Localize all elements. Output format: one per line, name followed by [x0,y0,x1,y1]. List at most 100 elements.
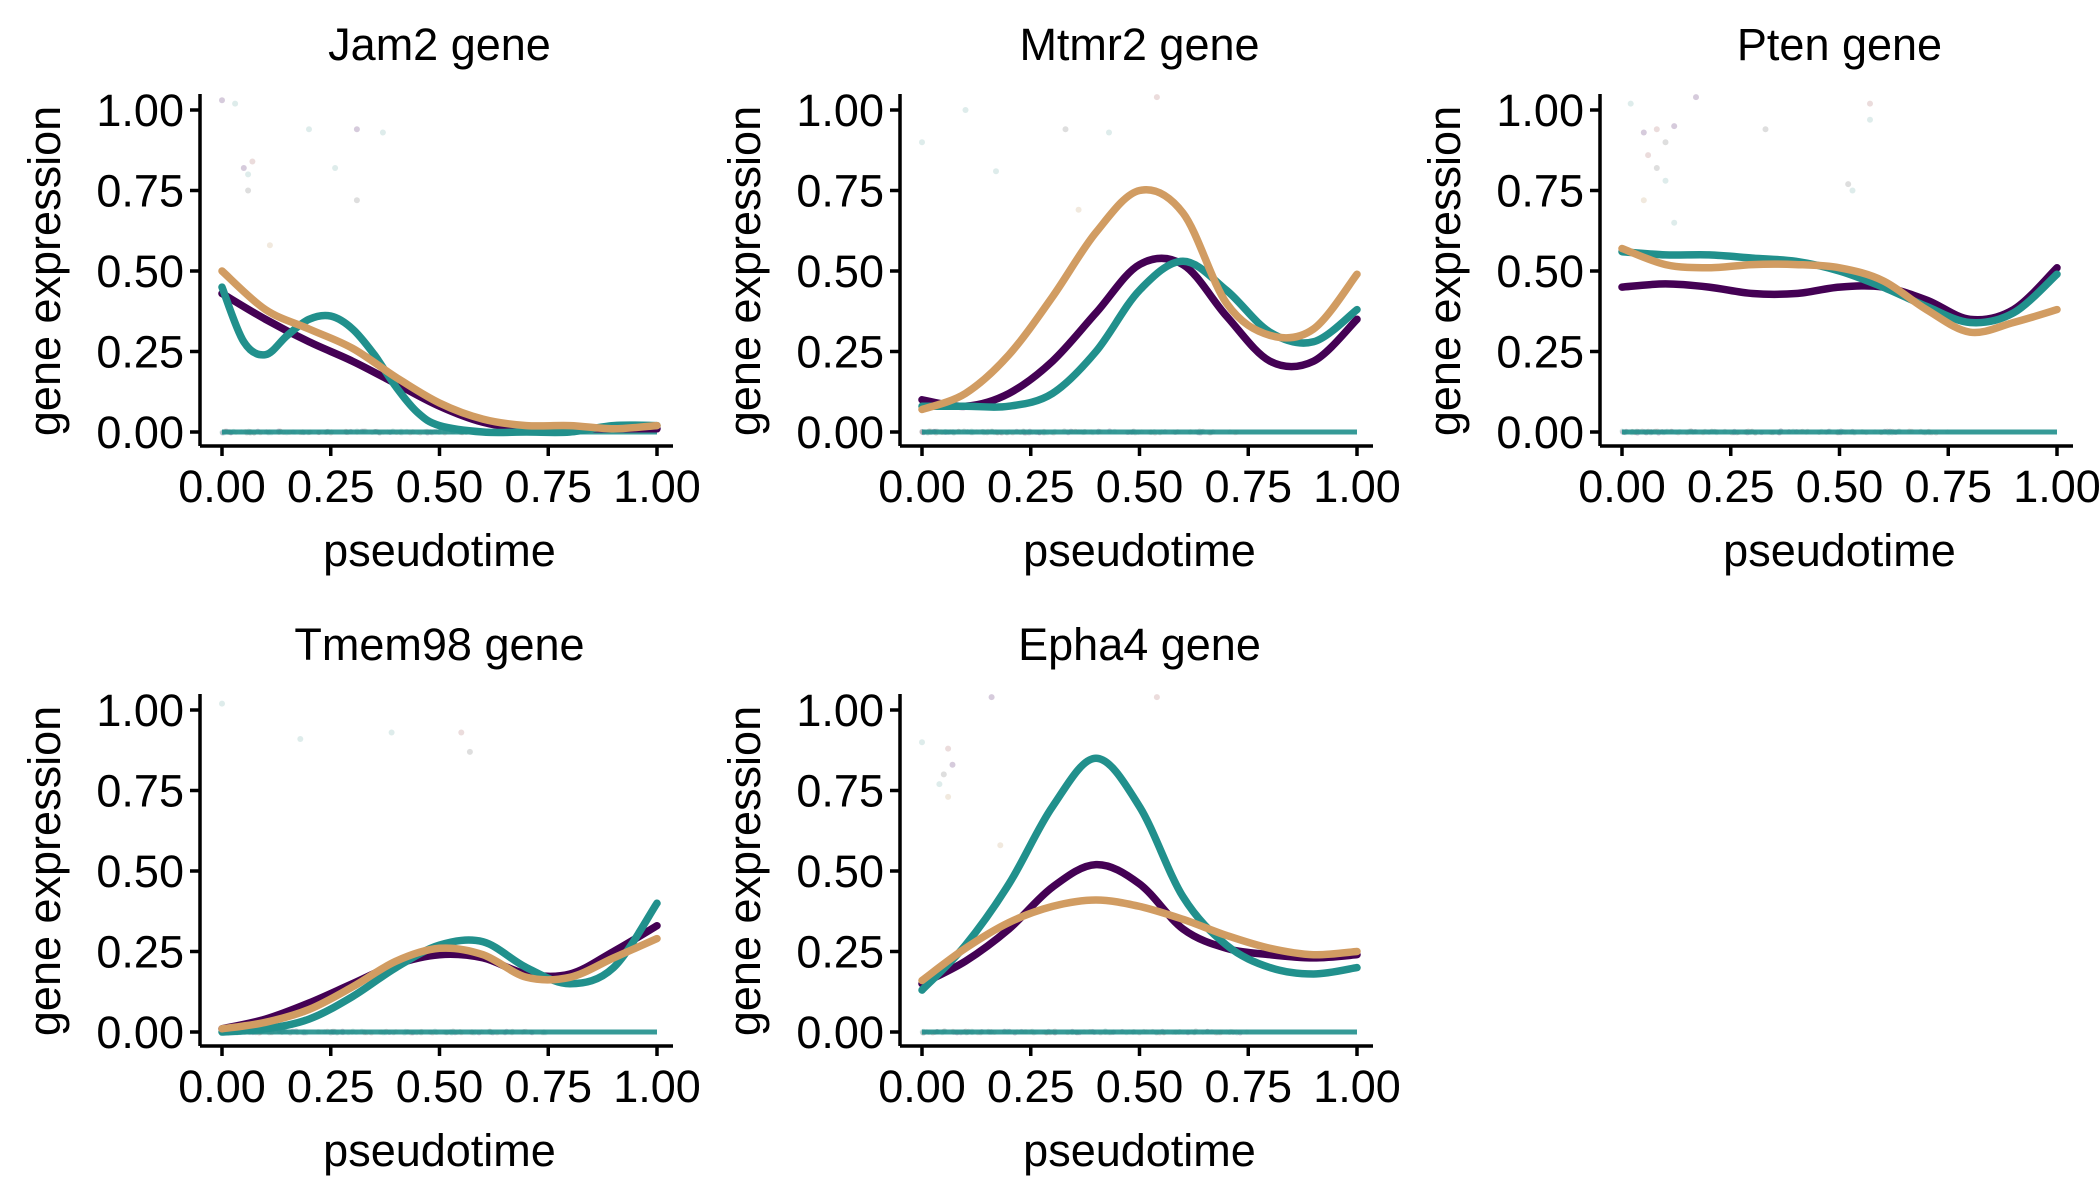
chart-panel: Epha4 gene 0.00 0.25 0.50 0.75 1.00 0.00 0.25 0.… [719,619,1401,1176]
data-point [1075,206,1082,213]
data-point [332,165,339,171]
y-tick-label: 1.00 [96,85,184,136]
series-line [218,267,661,433]
y-axis-title: gene expression [719,106,770,436]
data-point [219,97,225,104]
x-tick-label: 0.00 [878,1061,966,1112]
y-tick-label: 0.25 [796,327,884,378]
x-tick-label: 1.00 [613,461,701,512]
data-point [458,729,465,736]
x-tick-label: 0.50 [1796,461,1884,512]
data-point [1153,94,1160,101]
data-point [219,700,225,707]
x-tick-label: 0.00 [1578,461,1666,512]
x-axis-title: pseudotime [323,1125,556,1176]
chart-panel: Mtmr2 gene 0.00 0.25 0.50 0.75 1.00 0.00 0.25 0.… [719,19,1401,576]
data-point [988,694,995,701]
x-axis-title: pseudotime [1023,525,1256,576]
y-tick-label: 0.50 [1496,246,1584,297]
y-tick-label: 1.00 [796,85,884,136]
data-point [1845,181,1852,188]
data-point [993,168,999,175]
y-tick-label: 0.50 [796,246,884,297]
chart-title: Mtmr2 gene [1019,19,1259,70]
x-tick-label: 0.25 [287,1061,375,1112]
x-tick-label: 0.25 [987,1061,1075,1112]
x-tick-label: 0.25 [1687,461,1775,512]
data-point [949,761,956,768]
x-axis-title: pseudotime [1023,1125,1256,1176]
data-point [1645,152,1652,159]
data-point [1867,100,1873,107]
chart-title: Jam2 gene [328,19,551,70]
x-tick-label: 1.00 [1313,461,1401,512]
y-tick-label: 0.25 [96,327,184,378]
data-point [1867,116,1873,123]
data-point [997,842,1004,849]
chart-title: Tmem98 gene [294,619,584,670]
data-point [1640,129,1647,136]
x-tick-label: 0.00 [178,461,266,512]
y-tick-label: 0.50 [96,246,184,297]
chart-panel: Tmem98 gene 0.00 0.25 0.50 0.75 1.00 0.00 0.25 0… [19,619,701,1176]
data-point [388,729,395,736]
chart-panel: Pten gene 0.00 0.25 0.50 0.75 1.00 0.00 0.25 0.5… [1419,19,2100,576]
y-axis-title: gene expression [19,106,70,436]
data-point [379,129,386,136]
data-point [1106,129,1112,136]
x-tick-label: 0.50 [396,1061,484,1112]
x-tick-label: 1.00 [1313,1061,1401,1112]
data-point [1662,139,1669,146]
x-axis-title: pseudotime [323,525,556,576]
y-tick-label: 0.00 [96,407,184,458]
data-point [1693,94,1699,101]
data-point [353,197,360,204]
series-line [218,934,661,1033]
y-axis-title: gene expression [1419,106,1470,436]
data-point [1762,126,1769,133]
data-point [1062,126,1069,133]
data-point [940,771,947,778]
x-tick-label: 0.75 [1204,1061,1292,1112]
data-point [945,745,952,752]
y-tick-label: 0.25 [96,927,184,978]
y-tick-label: 0.50 [96,846,184,897]
x-axis-title: pseudotime [1723,525,1956,576]
y-tick-label: 0.25 [796,927,884,978]
data-point [245,171,252,178]
x-tick-label: 0.75 [504,461,592,512]
series-line [918,186,1361,414]
data-point [466,748,473,755]
y-tick-label: 0.50 [796,846,884,897]
chart-title: Pten gene [1737,19,1942,70]
chart-panel: Jam2 gene 0.00 0.25 0.50 0.75 1.00 0.00 0.25 0.5… [19,19,701,576]
y-tick-label: 0.75 [796,766,884,817]
y-tick-label: 0.75 [96,166,184,217]
chart-title: Epha4 gene [1018,619,1261,670]
y-tick-label: 1.00 [1496,85,1584,136]
data-point [936,781,943,788]
y-tick-label: 0.75 [1496,166,1584,217]
x-tick-label: 0.50 [1096,461,1184,512]
data-point [1671,219,1678,226]
series-line [218,283,661,437]
y-tick-label: 1.00 [796,685,884,736]
series-line [918,754,1361,994]
y-axis-title: gene expression [719,706,770,1036]
data-point [249,158,256,165]
data-point [1671,123,1678,130]
x-tick-label: 0.50 [396,461,484,512]
series-line [918,860,1361,988]
data-point [1653,126,1660,133]
series-line [918,254,1361,411]
data-point [1640,197,1647,204]
data-point [919,739,925,746]
y-tick-label: 0.00 [1496,407,1584,458]
data-point [240,165,247,171]
data-point [1653,165,1660,171]
x-tick-label: 0.25 [287,461,375,512]
x-tick-label: 0.50 [1096,1061,1184,1112]
data-point [919,139,925,146]
series-line [1618,264,2061,324]
